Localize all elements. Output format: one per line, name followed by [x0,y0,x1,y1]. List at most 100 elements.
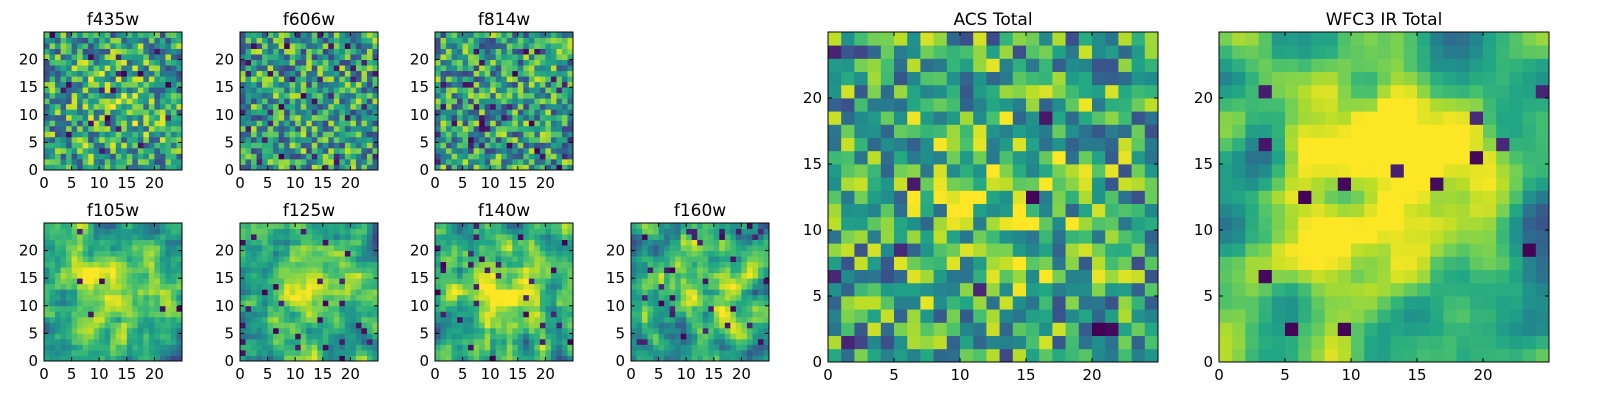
heatmap-cell [295,109,302,116]
heatmap-cell [278,114,285,121]
heatmap-cell [176,223,183,229]
heatmap-cell [278,234,285,240]
heatmap-cell [267,278,274,285]
heatmap-cell [82,164,89,171]
heatmap-cell [473,109,480,116]
heatmap-cell [741,223,748,229]
heatmap-cell [479,92,486,99]
heatmap-cell [295,278,302,285]
heatmap-cell [462,239,469,246]
heatmap-cell [361,338,368,345]
heatmap-cell [550,250,557,257]
heatmap-cell [490,37,497,44]
heatmap-cell [256,261,263,268]
heatmap-cell [1065,256,1080,270]
heatmap-cell [366,65,373,72]
heatmap-cell [697,300,704,307]
heatmap-cell [143,344,150,351]
heatmap-cell [115,294,122,301]
heatmap-cell [322,305,329,312]
heatmap-cell [462,81,469,88]
heatmap-cell [484,344,491,351]
heatmap-cell [344,158,351,165]
heatmap-cell [653,322,659,329]
heatmap-cell [440,59,447,66]
heatmap-cell [60,338,67,345]
heatmap-cell [333,327,340,334]
heatmap-cell [350,267,357,274]
heatmap-cell [451,228,458,235]
heatmap-cell [355,114,362,121]
heatmap-cell [708,316,715,323]
heatmap-cell [828,269,842,284]
heatmap-cell [256,92,263,99]
heatmap-cell [735,355,742,362]
heatmap-cell [66,349,72,356]
heatmap-cell [468,256,475,263]
heatmap-cell [757,278,764,285]
heatmap-cell [691,256,698,263]
heatmap-cell [77,245,84,251]
heatmap-cell [669,223,676,229]
heatmap-cell [311,76,318,83]
heatmap-cell [435,37,441,44]
heatmap-cell [512,267,519,274]
heatmap-cell [256,103,263,110]
heatmap-cell [165,228,172,235]
heatmap-cell [99,48,106,55]
heatmap-cell [165,131,172,138]
heatmap-cell [115,250,122,257]
heatmap-cell [440,333,447,340]
heatmap-cell [539,289,546,296]
heatmap-cell [680,316,687,323]
heatmap-cell [110,234,117,240]
heatmap-cell [528,267,535,274]
heatmap-cell [49,32,56,38]
heatmap-cell [317,278,324,285]
heatmap-cell [490,147,497,154]
heatmap-cell [446,322,452,329]
heatmap-cell [267,87,274,94]
heatmap-cell [735,289,742,296]
heatmap-cell [60,344,67,351]
heatmap-cell [104,98,111,105]
heatmap-cell [457,349,463,356]
heatmap-cell [267,267,274,274]
heatmap-cell [322,338,329,345]
heatmap-cell [479,305,486,312]
heatmap-cell [473,327,480,334]
heatmap-cell [262,272,268,279]
heatmap-cell [473,164,480,171]
heatmap-cell [317,267,324,274]
heatmap-cell [1131,348,1146,363]
heatmap-cell [534,338,541,345]
heatmap-cell [256,349,263,356]
heatmap-cell [148,250,155,257]
heatmap-cell [933,296,948,310]
heatmap-cell [545,48,552,55]
heatmap-cell [295,245,302,251]
heatmap-cell [561,125,568,132]
heatmap-cell [854,296,868,310]
heatmap-cell [71,109,78,116]
heatmap-cell [534,48,541,55]
heatmap-cell [251,289,257,296]
heatmap-cell [154,322,161,329]
heatmap-cell [854,322,868,336]
heatmap-cell [468,37,475,44]
heatmap-cell [121,103,128,110]
heatmap-cell [104,103,111,110]
heatmap-cell [534,344,541,351]
heatmap-cell [719,327,726,334]
heatmap-cell [907,177,921,191]
heatmap-cell [686,289,693,296]
heatmap-cell [176,333,183,340]
heatmap-cell [517,311,524,318]
heatmap-cell [567,70,574,77]
heatmap-cell [556,43,563,49]
heatmap-cell [60,114,67,121]
heatmap-cell [60,32,67,38]
heatmap-cell [973,282,987,297]
heatmap-cell [675,272,682,279]
heatmap-cell [697,267,704,274]
